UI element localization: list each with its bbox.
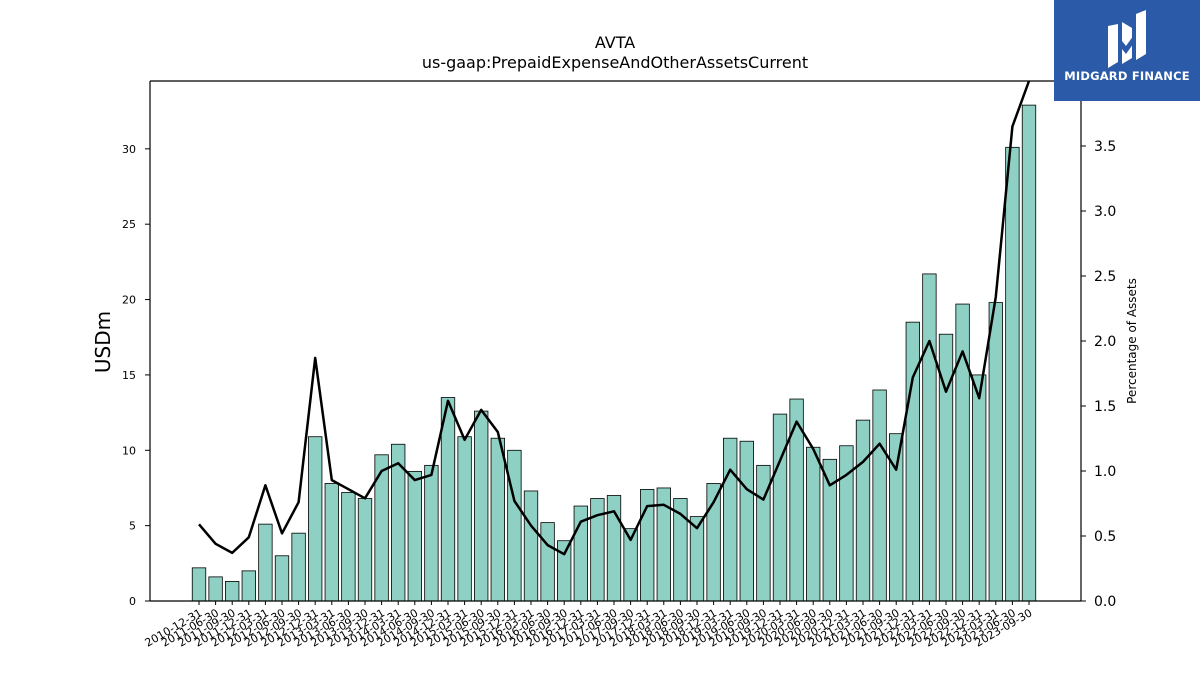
- bar: [772, 413, 788, 602]
- y2-tick-label: 3.0: [1094, 204, 1116, 220]
- chart-subtitle: us-gaap:PrepaidExpenseAndOtherAssetsCurr…: [422, 53, 808, 72]
- midgard-logo-icon: [1108, 10, 1146, 68]
- bar: [258, 523, 273, 602]
- bar: [723, 437, 738, 602]
- bar: [972, 374, 987, 602]
- line-series: [198, 80, 1031, 556]
- y-tick-label: 25: [122, 218, 136, 231]
- bar: [889, 433, 904, 602]
- y2-tick-label: 3.5: [1094, 139, 1116, 155]
- y2-tick-label: 1.0: [1094, 464, 1116, 480]
- bar: [291, 532, 306, 602]
- y-axis-ticks: 0 5 10 15 20 25 30: [122, 143, 150, 608]
- bar: [523, 490, 539, 602]
- bar: [341, 492, 356, 602]
- bar: [357, 498, 373, 602]
- bar: [507, 449, 522, 602]
- bar: [739, 440, 754, 602]
- y2-tick-label: 2.5: [1094, 269, 1116, 285]
- bar: [225, 581, 240, 602]
- bar: [1005, 146, 1020, 602]
- brand-name: MIDGARD FINANCE: [1064, 69, 1190, 83]
- y2-tick-label: 0.0: [1094, 594, 1116, 610]
- bar: [474, 410, 489, 602]
- bar: [872, 389, 887, 602]
- bar: [274, 555, 290, 602]
- y-tick-label: 5: [129, 520, 136, 533]
- pct-line: [198, 80, 1031, 556]
- bar: [208, 576, 223, 602]
- bar: [407, 470, 422, 602]
- bar: [440, 397, 456, 602]
- y-tick-label: 0: [129, 595, 136, 608]
- bar: [457, 436, 472, 602]
- bar: [955, 303, 970, 602]
- bar: [839, 445, 854, 602]
- bar: [855, 419, 871, 602]
- bar: [822, 458, 837, 602]
- y-tick-label: 15: [122, 369, 136, 382]
- y2-axis-label: Percentage of Assets: [1125, 278, 1139, 404]
- bar: [424, 464, 439, 602]
- y2-tick-label: 1.5: [1094, 399, 1116, 415]
- bar: [191, 567, 207, 602]
- y-tick-label: 20: [122, 294, 136, 307]
- brand-logo: MIDGARD FINANCE: [1054, 0, 1200, 101]
- y2-tick-label: 2.0: [1094, 334, 1116, 350]
- bar: [922, 273, 937, 602]
- bar: [308, 436, 323, 602]
- bar: [988, 302, 1003, 602]
- bar: [806, 446, 821, 602]
- axes: [149, 80, 1082, 602]
- y-tick-label: 30: [122, 143, 136, 156]
- y2-axis-ticks: 0.00.51.01.52.02.53.03.54.0: [1081, 74, 1116, 610]
- x-axis-ticks: 2010-12-312011-06-302011-09-302011-12-31…: [143, 601, 1035, 650]
- bar: [905, 321, 920, 602]
- y-axis-label: USDm: [91, 311, 115, 373]
- bar: [540, 522, 555, 602]
- y2-tick-label: 0.5: [1094, 529, 1116, 545]
- bar: [241, 570, 256, 602]
- chart-title: AVTA: [595, 33, 635, 52]
- bar: [324, 483, 339, 602]
- bar: [1021, 104, 1037, 602]
- bar: [490, 437, 505, 602]
- bar-series: [191, 104, 1037, 602]
- bar: [557, 540, 572, 602]
- y-tick-label: 10: [122, 444, 136, 457]
